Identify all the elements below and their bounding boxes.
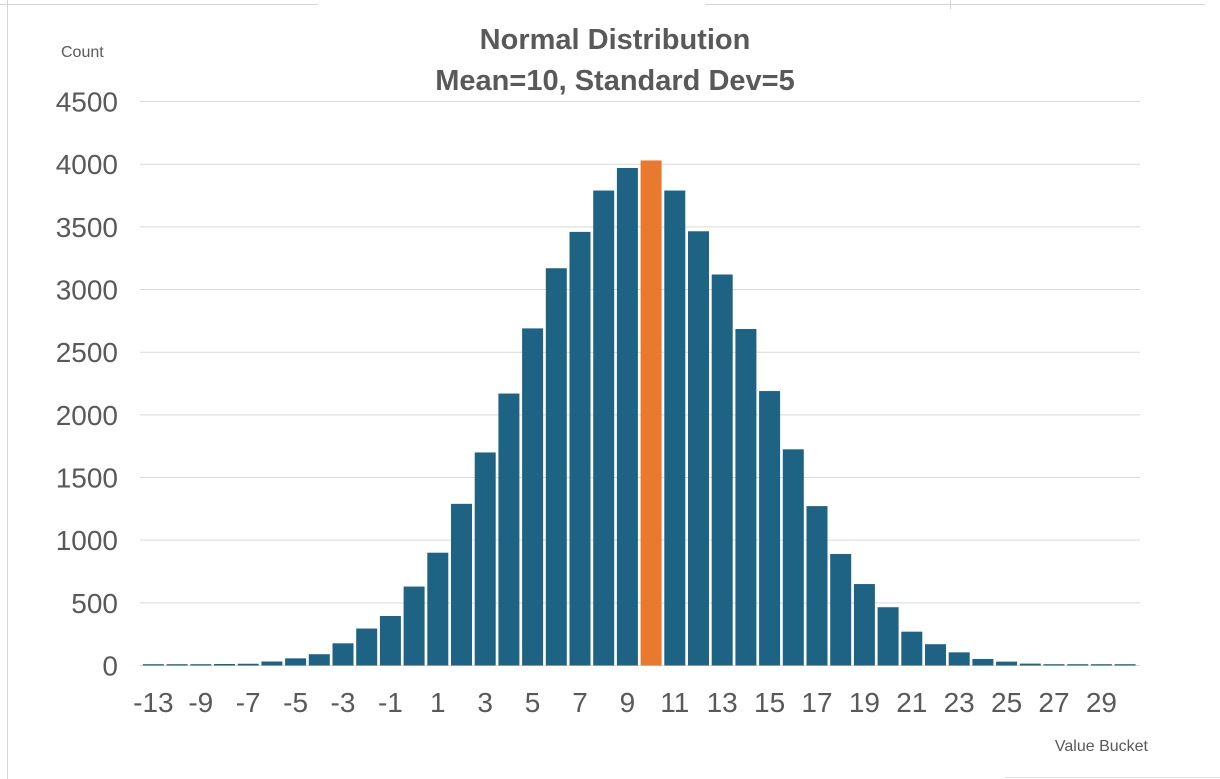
sheet-row-gridline-top-right xyxy=(705,4,1205,5)
x-tick-label--5: -5 xyxy=(283,687,308,718)
x-tick-label-21: 21 xyxy=(896,687,927,718)
x-tick-label-17: 17 xyxy=(801,687,832,718)
bar-bucket-23[interactable] xyxy=(948,652,970,666)
x-tick-label-29: 29 xyxy=(1086,687,1117,718)
bar-bucket-14[interactable] xyxy=(735,329,757,666)
y-tick-label-3500: 3500 xyxy=(56,212,118,243)
bar-bucket-21[interactable] xyxy=(901,631,923,666)
bar-bucket-12[interactable] xyxy=(688,231,709,666)
bar-bucket-13[interactable] xyxy=(711,274,733,666)
bar-bucket-2[interactable] xyxy=(451,503,472,666)
bar-bucket-29[interactable] xyxy=(1090,664,1112,666)
x-tick-label-11: 11 xyxy=(660,687,689,718)
x-tick-label-25: 25 xyxy=(991,687,1022,718)
y-tick-label-0: 0 xyxy=(102,651,118,682)
y-tick-label-3000: 3000 xyxy=(56,275,118,306)
bar-bucket--6[interactable] xyxy=(261,661,283,666)
sheet-row-gridline-bottom-right xyxy=(1005,777,1220,778)
bar-bucket--13[interactable] xyxy=(142,664,164,666)
x-tick-label--3: -3 xyxy=(331,687,356,718)
bar-bucket-15[interactable] xyxy=(759,391,781,666)
y-tick-label-2500: 2500 xyxy=(56,337,118,368)
bar-bucket-4[interactable] xyxy=(498,393,520,666)
x-tick-label-9: 9 xyxy=(620,687,636,718)
x-tick-label--1: -1 xyxy=(378,687,403,718)
bar-bucket-25[interactable] xyxy=(996,661,1018,666)
bar-bucket--4[interactable] xyxy=(308,654,330,666)
x-tick-label-3: 3 xyxy=(477,687,493,718)
x-tick-label-5: 5 xyxy=(525,687,541,718)
bar-bucket-26[interactable] xyxy=(1019,663,1041,666)
x-tick-label-1: 1 xyxy=(430,687,446,718)
x-tick-label-15: 15 xyxy=(754,687,785,718)
bar-bucket-24[interactable] xyxy=(972,658,994,666)
sheet-row-gridline-top-left xyxy=(0,4,318,5)
bar-bucket-22[interactable] xyxy=(925,644,946,666)
y-tick-label-4500: 4500 xyxy=(56,87,118,118)
bar-bucket-10[interactable] xyxy=(640,160,662,666)
bar-bucket-3[interactable] xyxy=(474,452,496,666)
sheet-column-gridline-stub xyxy=(950,0,951,9)
x-tick-label-7: 7 xyxy=(572,687,588,718)
x-tick-label--9: -9 xyxy=(188,687,213,718)
y-tick-label-1000: 1000 xyxy=(56,525,118,556)
bar-bucket--5[interactable] xyxy=(285,658,307,666)
x-tick-label--7: -7 xyxy=(236,687,261,718)
bar-bucket-27[interactable] xyxy=(1043,664,1065,666)
bar-bucket-18[interactable] xyxy=(830,553,852,666)
bar-bucket-20[interactable] xyxy=(877,607,899,666)
bar-bucket-1[interactable] xyxy=(427,552,449,666)
chart-title-line2: Mean=10, Standard Dev=5 xyxy=(435,65,795,97)
y-tick-label-4000: 4000 xyxy=(56,149,118,180)
chart-title-line1: Normal Distribution xyxy=(479,24,751,56)
bar-bucket-16[interactable] xyxy=(782,449,804,666)
bar-bucket--2[interactable] xyxy=(356,628,378,666)
x-tick-label--13: -13 xyxy=(133,687,173,718)
y-tick-label-2000: 2000 xyxy=(56,400,118,431)
bar-bucket--9[interactable] xyxy=(190,664,212,666)
bar-bucket-7[interactable] xyxy=(569,231,591,666)
x-axis-title[interactable]: Value Bucket xyxy=(1054,738,1148,755)
y-axis-title[interactable]: Count xyxy=(61,44,104,61)
bar-bucket--3[interactable] xyxy=(332,643,354,666)
bar-bucket--7[interactable] xyxy=(237,663,259,666)
chart-title[interactable]: Normal Distribution Mean=10, Standard De… xyxy=(140,20,1090,102)
bar-bucket-17[interactable] xyxy=(806,506,828,666)
bar-bucket-5[interactable] xyxy=(522,328,544,666)
bar-bucket--8[interactable] xyxy=(214,663,235,666)
bar-bucket-11[interactable] xyxy=(664,190,686,666)
bar-bucket-30[interactable] xyxy=(1114,664,1136,666)
bar-bucket-0[interactable] xyxy=(403,586,425,666)
bar-bucket-9[interactable] xyxy=(616,167,638,666)
x-tick-label-13: 13 xyxy=(707,687,738,718)
y-tick-label-500: 500 xyxy=(71,588,118,619)
x-tick-label-19: 19 xyxy=(849,687,880,718)
sheet-column-gridline-left xyxy=(7,0,8,779)
bar-bucket-19[interactable] xyxy=(853,584,875,666)
y-tick-label-1500: 1500 xyxy=(56,463,118,494)
x-tick-label-23: 23 xyxy=(944,687,975,718)
bar-bucket-8[interactable] xyxy=(593,190,615,666)
x-tick-label-27: 27 xyxy=(1038,687,1069,718)
bar-bucket--1[interactable] xyxy=(379,615,401,666)
bar-bucket-28[interactable] xyxy=(1067,664,1089,666)
bar-bucket-6[interactable] xyxy=(545,268,567,666)
bar-bucket--11[interactable] xyxy=(166,664,188,666)
